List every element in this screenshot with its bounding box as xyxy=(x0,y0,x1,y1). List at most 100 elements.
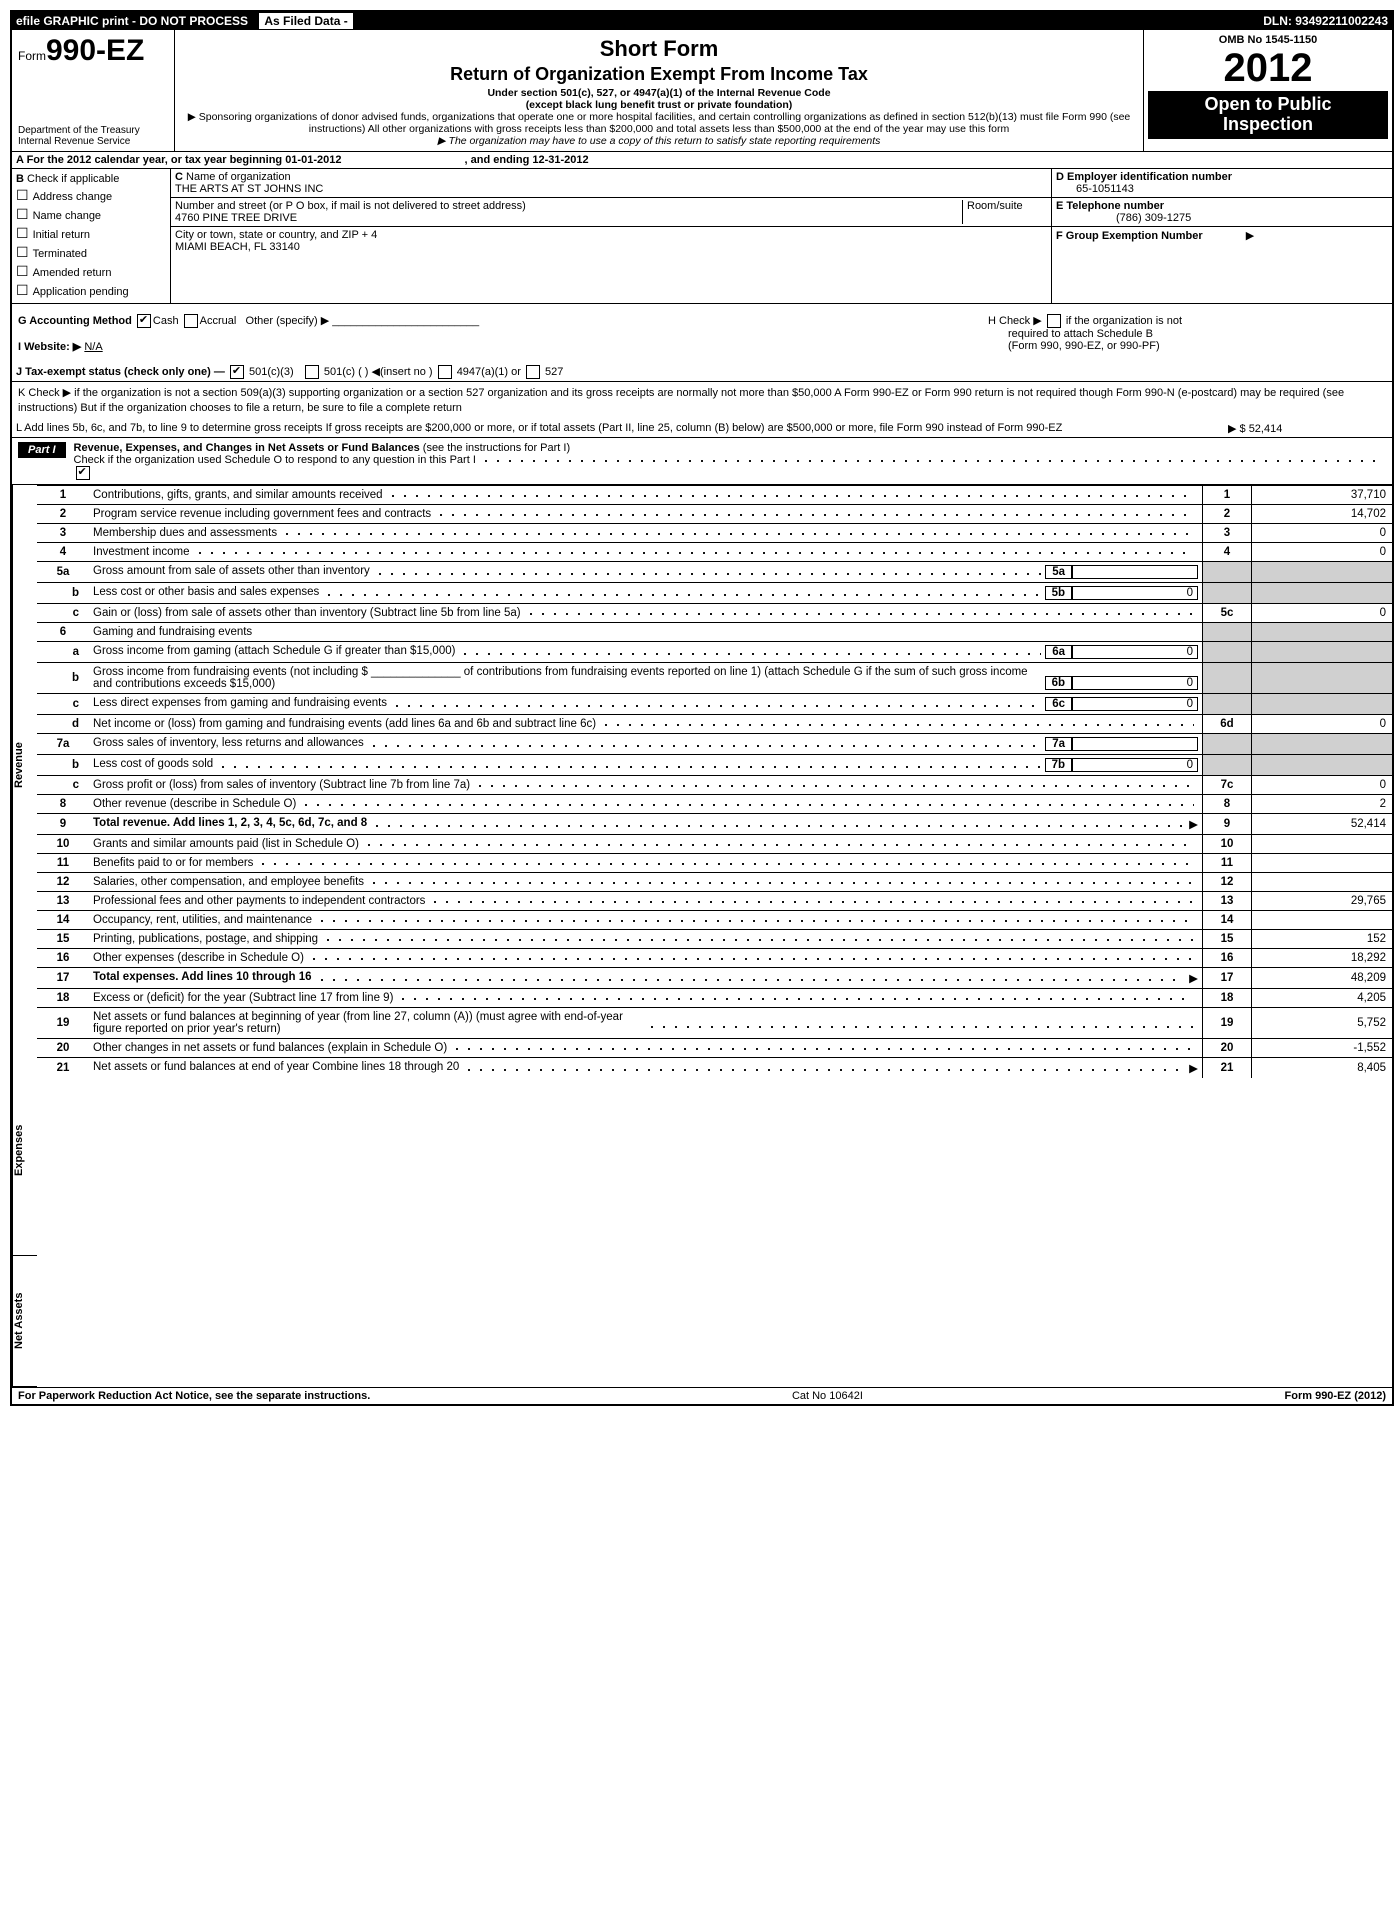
l15-num: 15 xyxy=(37,929,89,948)
dotfill xyxy=(316,971,1186,985)
l5a-sub: 5a xyxy=(1045,565,1072,579)
title-shortform: Short Form xyxy=(181,36,1137,62)
header-note1: ▶ Sponsoring organizations of donor advi… xyxy=(181,111,1137,135)
dln-label: DLN: 93492211002243 xyxy=(1263,14,1388,28)
l17-val: 48,209 xyxy=(1252,967,1393,988)
l5a-num: 5a xyxy=(37,561,89,582)
identity-block: B Check if applicable Address change Nam… xyxy=(12,169,1392,304)
chk-amended-return[interactable]: Amended return xyxy=(16,263,166,280)
netassets-label: Net Assets xyxy=(12,1256,37,1387)
line-5c: cGain or (loss) from sale of assets othe… xyxy=(37,603,1392,622)
l15-box: 15 xyxy=(1203,929,1252,948)
chk-501c[interactable] xyxy=(305,365,319,379)
l18-box: 18 xyxy=(1203,988,1252,1007)
l12-desc: Salaries, other compensation, and employ… xyxy=(93,876,364,888)
dotfill xyxy=(308,952,1194,964)
dotfill xyxy=(316,914,1194,926)
l2-num: 2 xyxy=(37,504,89,523)
l11-num: 11 xyxy=(37,853,89,872)
l7a-num: 7a xyxy=(37,733,89,754)
l5c-val: 0 xyxy=(1252,603,1393,622)
lines-table: 1Contributions, gifts, grants, and simil… xyxy=(37,485,1392,1078)
dotfill xyxy=(217,758,1040,772)
expenses-label: Expenses xyxy=(12,1045,37,1256)
l6-val-grey xyxy=(1252,622,1393,641)
dept-line1: Department of the Treasury xyxy=(18,125,168,136)
side-labels: Revenue Expenses Net Assets xyxy=(12,485,37,1387)
revenue-label: Revenue xyxy=(12,485,37,1045)
l21-num: 21 xyxy=(37,1057,89,1078)
l14-val xyxy=(1252,910,1393,929)
j-4947: 4947(a)(1) or xyxy=(457,366,521,378)
line-6: 6Gaming and fundraising events xyxy=(37,622,1392,641)
line-13: 13Professional fees and other payments t… xyxy=(37,891,1392,910)
chk-cash[interactable] xyxy=(137,314,151,328)
l13-box: 13 xyxy=(1203,891,1252,910)
l6c-num: c xyxy=(37,693,89,714)
chk-accrual[interactable] xyxy=(184,314,198,328)
l6-num: 6 xyxy=(37,622,89,641)
section-k: K Check ▶ if the organization is not a s… xyxy=(12,382,1392,420)
l5a-val-grey xyxy=(1252,561,1393,582)
l6c-subval: 0 xyxy=(1072,697,1198,711)
section-a-row: A For the 2012 calendar year, or tax yea… xyxy=(12,152,1392,169)
form-header: Form990-EZ Department of the Treasury In… xyxy=(12,30,1392,152)
line-15: 15 Printing, publications, postage, and s… xyxy=(37,929,1392,948)
chk-initial-return[interactable]: Initial return xyxy=(16,225,166,242)
dotfill xyxy=(435,508,1194,520)
h-line1b: if the organization is not xyxy=(1066,315,1182,327)
org-city: MIAMI BEACH, FL 33140 xyxy=(175,241,300,253)
chk-501c3[interactable] xyxy=(230,365,244,379)
chk-schedule-b[interactable] xyxy=(1047,314,1061,328)
chk-schedule-o[interactable] xyxy=(76,466,90,480)
cash-label: Cash xyxy=(153,315,179,327)
j-501c: 501(c) ( ) ◀(insert no ) xyxy=(324,366,433,378)
l4-box: 4 xyxy=(1203,542,1252,561)
line-14: 14Occupancy, rent, utilities, and mainte… xyxy=(37,910,1392,929)
l14-num: 14 xyxy=(37,910,89,929)
l5b-num: b xyxy=(37,582,89,603)
chk-address-change[interactable]: Address change xyxy=(16,187,166,204)
section-b: B Check if applicable Address change Nam… xyxy=(12,169,171,303)
l16-num: 16 xyxy=(37,948,89,967)
l6b-subval: 0 xyxy=(1072,676,1198,690)
form-990ez: efile GRAPHIC print - DO NOT PROCESS As … xyxy=(10,10,1394,1406)
line-7a: 7aGross sales of inventory, less returns… xyxy=(37,733,1392,754)
chk-527[interactable] xyxy=(526,365,540,379)
l5c-box: 5c xyxy=(1203,603,1252,622)
org-name: THE ARTS AT ST JOHNS INC xyxy=(175,183,323,195)
addr-label: Number and street (or P O box, if mail i… xyxy=(175,200,526,212)
arrow-icon: ▶ xyxy=(1189,971,1198,985)
l21-val: 8,405 xyxy=(1252,1057,1393,1078)
part-1-header: Part I Revenue, Expenses, and Changes in… xyxy=(12,438,1392,485)
l7a-sub: 7a xyxy=(1045,737,1072,751)
chk-terminated[interactable]: Terminated xyxy=(16,244,166,261)
l9-desc: Total revenue. Add lines 1, 2, 3, 4, 5c,… xyxy=(93,817,367,831)
l15-desc: Printing, publications, postage, and shi… xyxy=(93,933,318,945)
l17-num: 17 xyxy=(37,967,89,988)
chk-application-pending[interactable]: Application pending xyxy=(16,282,166,299)
l6a-sub: 6a xyxy=(1045,645,1072,659)
chk-name-change[interactable]: Name change xyxy=(16,206,166,223)
line-16: 16Other expenses (describe in Schedule O… xyxy=(37,948,1392,967)
footer-left: For Paperwork Reduction Act Notice, see … xyxy=(18,1390,370,1402)
tax-year: 2012 xyxy=(1148,46,1388,91)
open-pub-2: Inspection xyxy=(1223,114,1313,134)
l6d-val: 0 xyxy=(1252,714,1393,733)
ein-label: D Employer identification number xyxy=(1056,171,1232,183)
line-9: 9Total revenue. Add lines 1, 2, 3, 4, 5c… xyxy=(37,813,1392,834)
org-address: 4760 PINE TREE DRIVE xyxy=(175,212,297,224)
l7c-num: c xyxy=(37,775,89,794)
l7b-box-grey xyxy=(1203,754,1252,775)
line-8: 8Other revenue (describe in Schedule O)8… xyxy=(37,794,1392,813)
l12-num: 12 xyxy=(37,872,89,891)
l7b-val-grey xyxy=(1252,754,1393,775)
l8-desc: Other revenue (describe in Schedule O) xyxy=(93,798,296,810)
l6b-sub: 6b xyxy=(1045,676,1072,690)
part-1-title-tail: (see the instructions for Part I) xyxy=(423,442,570,454)
h-line2: required to attach Schedule B xyxy=(1008,328,1153,340)
org-city-block: City or town, state or country, and ZIP … xyxy=(171,227,1051,255)
j-527: 527 xyxy=(545,366,563,378)
l6a-num: a xyxy=(37,641,89,662)
chk-4947[interactable] xyxy=(438,365,452,379)
